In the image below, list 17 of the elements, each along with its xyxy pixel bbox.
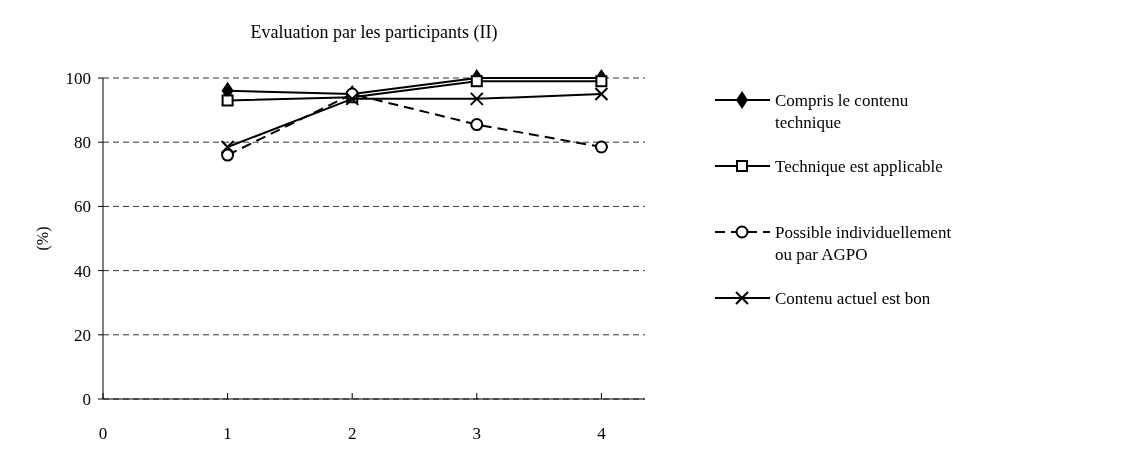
y-tick-label: 60 <box>74 197 91 217</box>
y-tick-label: 100 <box>65 69 91 88</box>
y-tick-label: 80 <box>74 133 91 153</box>
y-axis-title: (%) <box>34 226 52 251</box>
y-tick-label: 0 <box>82 390 91 409</box>
x-tick-label: 3 <box>472 424 482 443</box>
legend-label: Technique est applicable <box>775 157 943 176</box>
x-tick-label: 2 <box>347 424 357 443</box>
chart-title: Evaluation par les participants (II) <box>250 22 498 43</box>
y-tick-label: 40 <box>74 261 91 281</box>
y-tick-label: 20 <box>74 325 91 345</box>
legend-label: Compris le contenu technique <box>775 91 909 132</box>
x-tick-label: 0 <box>98 424 108 443</box>
x-tick-label: 1 <box>223 424 232 443</box>
x-tick-label: 4 <box>597 424 607 443</box>
legend-label: Contenu actuel est bon <box>775 289 931 308</box>
legend-label: Possible individuellement ou par AGPO <box>775 223 952 264</box>
